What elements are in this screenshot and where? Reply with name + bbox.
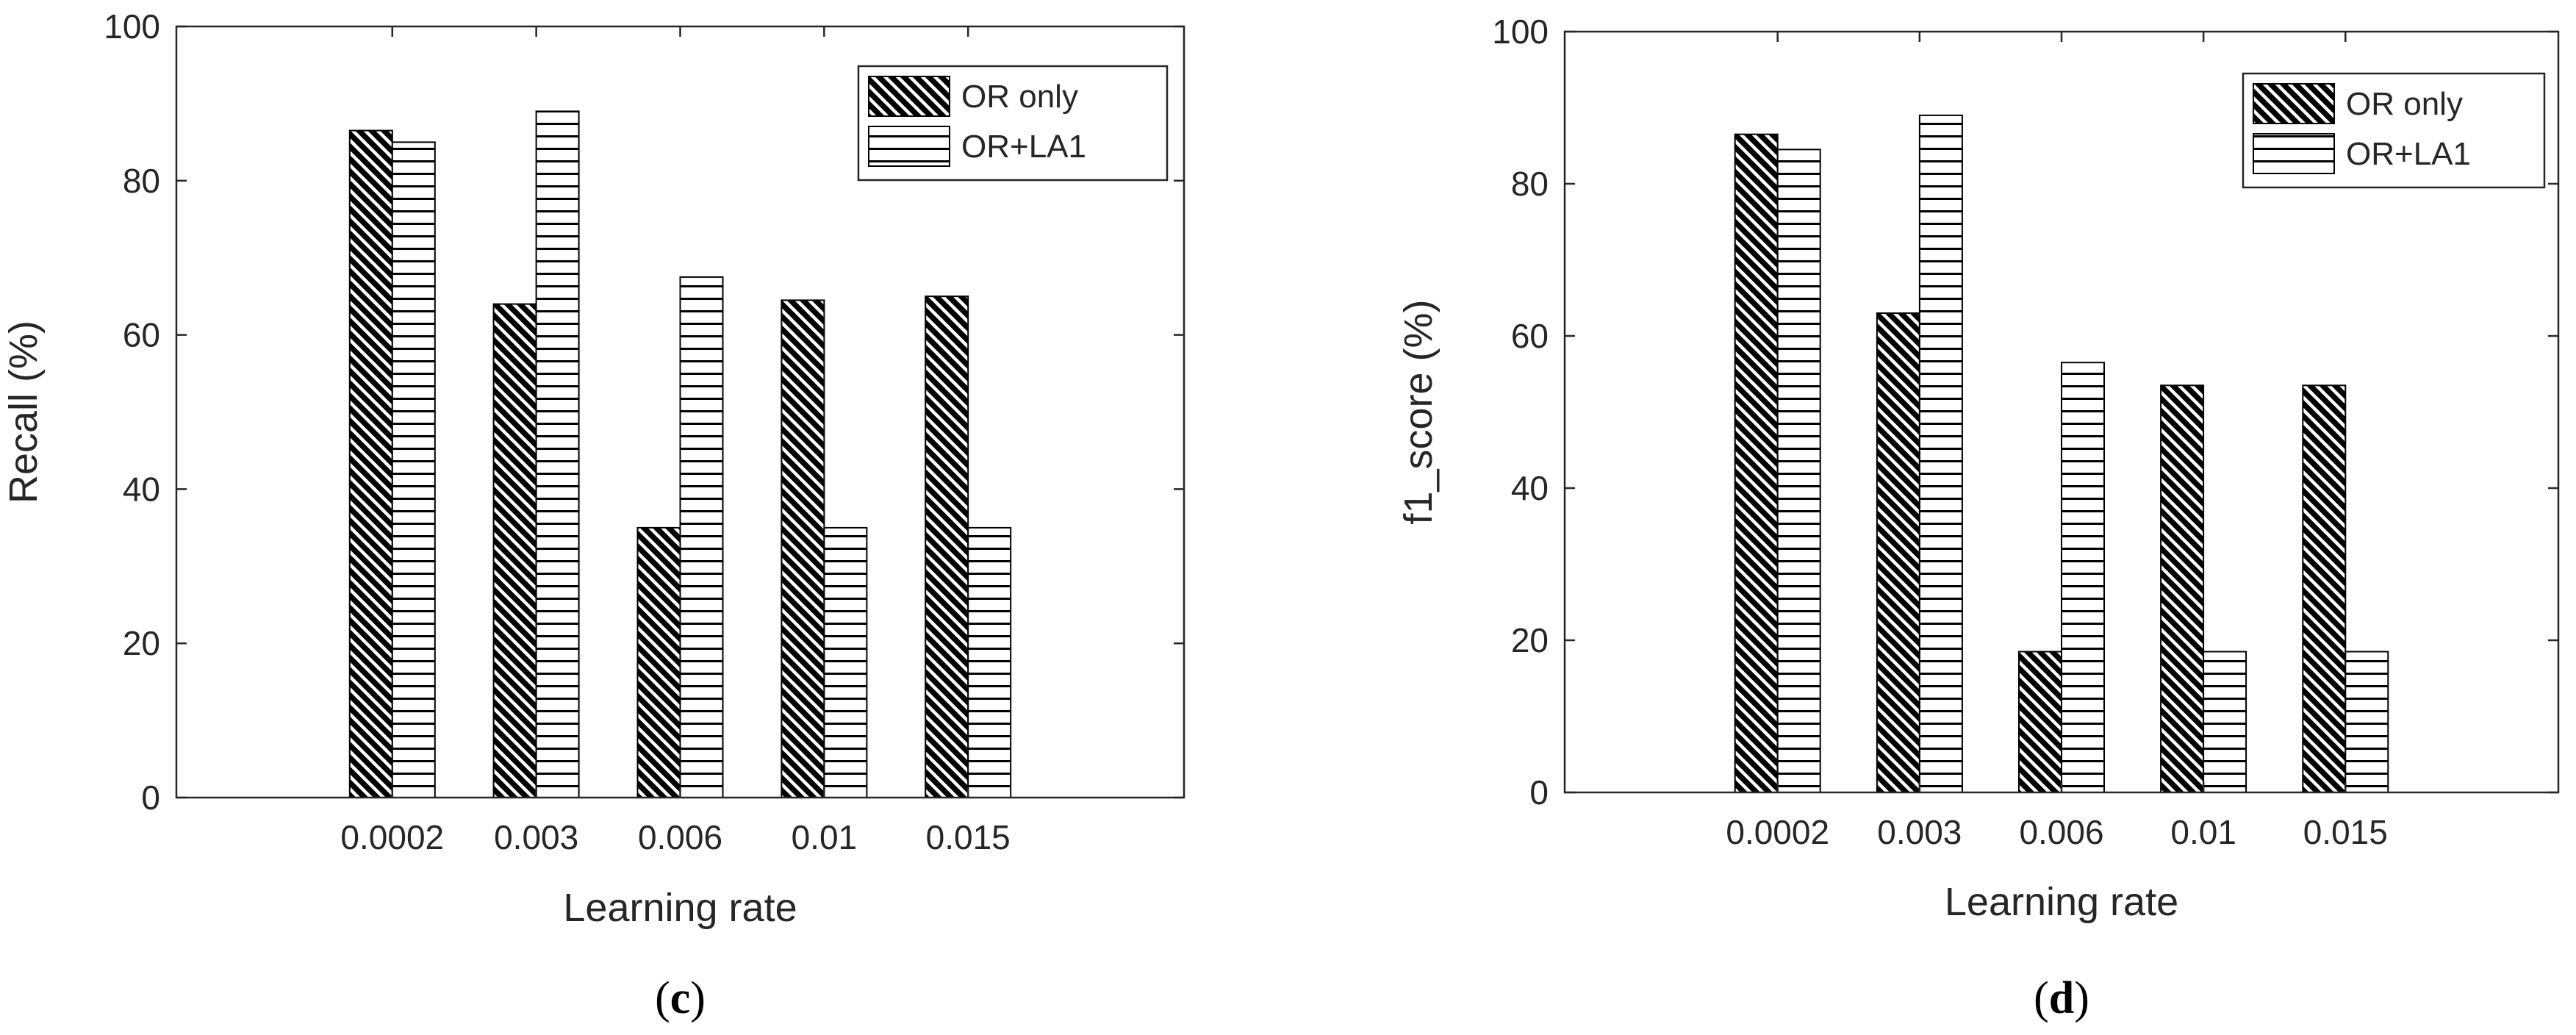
axes: 0 20 40 60 80 100 0.0002 0.003 0.006 0.01 0.015 (104, 7, 1184, 856)
x-tick-label: 0.01 (2170, 813, 2236, 851)
bar-or-la1-0.015 (967, 526, 1012, 799)
legend-label-or-only: OR only (2346, 86, 2463, 122)
legend-swatch-or-la1 (2253, 133, 2335, 174)
bar-or-la1-0.003 (535, 110, 580, 798)
panel-label: (d) (2034, 973, 2089, 1023)
bar-or-only-0.003 (492, 303, 537, 799)
bar-or-only-0.01 (2160, 384, 2205, 793)
x-tick-label: 0.003 (494, 818, 578, 856)
bar-or-only-0.015 (925, 296, 969, 799)
y-tick-label: 20 (123, 624, 160, 662)
chart-f1-score: 0 20 40 60 80 100 0.0002 0.003 0.006 0.01 0.015 Le… (1396, 12, 2560, 1023)
bar-group (1734, 114, 2389, 793)
bar-or-only-0.006 (636, 526, 681, 799)
y-tick-label: 80 (1511, 165, 1549, 203)
bar-or-only-0.015 (2302, 384, 2347, 793)
bar-or-la1-0.01 (2203, 651, 2247, 793)
x-tick-label: 0.015 (926, 818, 1011, 856)
x-axis-label: Learning rate (563, 886, 797, 930)
x-tick-label: 0.003 (1877, 813, 1962, 851)
bar-or-only-0.0002 (1734, 133, 1779, 793)
x-tick-label: 0.015 (2303, 813, 2388, 851)
bar-or-la1-0.0002 (391, 141, 436, 798)
y-tick-label: 60 (123, 316, 160, 354)
axes: 0 20 40 60 80 100 0.0002 0.003 0.006 0.01 0.015 (1492, 12, 2558, 851)
panel-label: (c) (655, 973, 706, 1023)
y-tick-label: 0 (141, 778, 160, 817)
y-tick-label: 100 (1492, 12, 1549, 51)
panel-letter: c (670, 973, 691, 1023)
x-axis-label: Learning rate (1945, 880, 2178, 924)
y-axis-label: f1_score (%) (1396, 299, 1441, 524)
y-tick-label: 40 (1511, 469, 1549, 507)
legend-label-or-only: OR only (961, 79, 1078, 115)
legend-label-or-la1: OR+LA1 (2346, 136, 2471, 172)
y-tick-label: 60 (1511, 317, 1549, 355)
legend-swatch-or-only (2253, 83, 2335, 124)
legend-swatch-or-la1 (868, 126, 950, 167)
x-tick-label: 0.006 (638, 818, 722, 856)
bar-or-la1-0.01 (823, 526, 868, 799)
bar-or-only-0.003 (1876, 312, 1920, 793)
panel-letter: d (2049, 973, 2074, 1023)
legend-label-or-la1: OR+LA1 (961, 129, 1086, 165)
x-tick-label: 0.0002 (340, 818, 444, 856)
bar-or-la1-0.006 (679, 276, 724, 798)
legend: OR only OR+LA1 (2242, 72, 2546, 189)
bar-or-only-0.0002 (348, 129, 393, 799)
bar-or-la1-0.015 (2344, 651, 2389, 793)
legend: OR only OR+LA1 (857, 65, 1169, 182)
bar-or-la1-0.006 (2061, 362, 2105, 793)
x-tick-label: 0.006 (2019, 813, 2103, 851)
x-tick-label: 0.01 (792, 818, 858, 856)
y-tick-label: 40 (123, 470, 160, 508)
chart-recall: 0 20 40 60 80 100 0.0002 0.003 0.006 0.01 0.015 Le… (1, 7, 1185, 1023)
bar-or-la1-0.003 (1918, 114, 1963, 793)
y-tick-label: 0 (1529, 773, 1549, 812)
y-tick-label: 100 (104, 7, 160, 46)
legend-swatch-or-only (868, 76, 950, 117)
x-tick-label: 0.0002 (1726, 813, 1829, 851)
bar-or-only-0.01 (781, 299, 825, 798)
y-tick-label: 80 (123, 162, 160, 200)
y-axis-label: Recall (%) (1, 320, 46, 504)
bar-or-only-0.006 (2018, 651, 2062, 793)
bar-or-la1-0.0002 (1776, 148, 1821, 793)
bar-group (348, 110, 1012, 799)
y-tick-label: 20 (1511, 621, 1549, 659)
